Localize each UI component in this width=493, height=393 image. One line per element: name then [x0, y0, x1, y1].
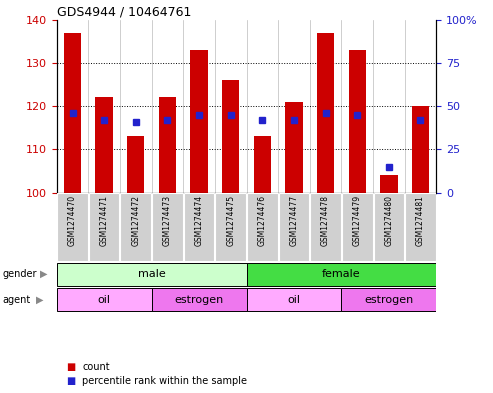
Text: GSM1274475: GSM1274475: [226, 195, 235, 246]
Bar: [120, 193, 151, 261]
Bar: [57, 263, 246, 286]
Bar: [349, 50, 366, 193]
Bar: [96, 97, 113, 193]
Bar: [222, 80, 240, 193]
Bar: [184, 193, 214, 261]
Text: GSM1274479: GSM1274479: [352, 195, 362, 246]
Bar: [64, 33, 81, 193]
Text: GSM1274480: GSM1274480: [385, 195, 393, 246]
Bar: [342, 193, 373, 261]
Text: GSM1274476: GSM1274476: [258, 195, 267, 246]
Bar: [374, 193, 404, 261]
Bar: [405, 193, 436, 261]
Text: ■: ■: [67, 362, 76, 373]
Bar: [159, 97, 176, 193]
Text: male: male: [138, 269, 166, 279]
Bar: [380, 175, 397, 193]
Bar: [89, 193, 119, 261]
Bar: [310, 193, 341, 261]
Bar: [285, 102, 303, 193]
Text: GSM1274478: GSM1274478: [321, 195, 330, 246]
Bar: [247, 193, 278, 261]
Bar: [412, 106, 429, 193]
Bar: [152, 193, 183, 261]
Text: oil: oil: [287, 295, 300, 305]
Text: estrogen: estrogen: [364, 295, 414, 305]
Bar: [246, 263, 436, 286]
Bar: [246, 288, 341, 311]
Bar: [152, 288, 246, 311]
Text: GDS4944 / 10464761: GDS4944 / 10464761: [57, 6, 191, 18]
Text: GSM1274477: GSM1274477: [289, 195, 298, 246]
Text: GSM1274481: GSM1274481: [416, 195, 425, 246]
Text: oil: oil: [98, 295, 110, 305]
Text: female: female: [322, 269, 361, 279]
Text: ▶: ▶: [40, 269, 48, 279]
Text: GSM1274472: GSM1274472: [131, 195, 141, 246]
Text: percentile rank within the sample: percentile rank within the sample: [82, 376, 247, 386]
Text: count: count: [82, 362, 110, 373]
Bar: [317, 33, 334, 193]
Bar: [57, 288, 152, 311]
Text: GSM1274474: GSM1274474: [195, 195, 204, 246]
Bar: [127, 136, 144, 193]
Text: GSM1274473: GSM1274473: [163, 195, 172, 246]
Bar: [253, 136, 271, 193]
Bar: [279, 193, 309, 261]
Bar: [190, 50, 208, 193]
Text: estrogen: estrogen: [175, 295, 224, 305]
Bar: [215, 193, 246, 261]
Text: GSM1274470: GSM1274470: [68, 195, 77, 246]
Text: agent: agent: [2, 295, 31, 305]
Text: gender: gender: [2, 269, 37, 279]
Text: ■: ■: [67, 376, 76, 386]
Text: GSM1274471: GSM1274471: [100, 195, 108, 246]
Bar: [57, 193, 88, 261]
Text: ▶: ▶: [35, 295, 43, 305]
Bar: [341, 288, 436, 311]
